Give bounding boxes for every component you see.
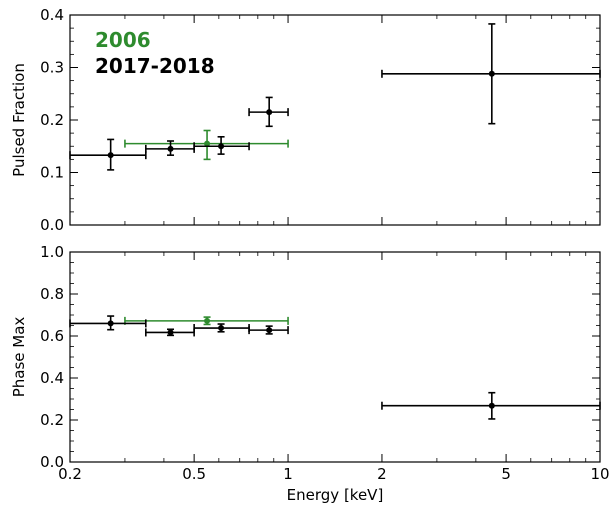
data-point bbox=[204, 317, 211, 324]
y-tick-label: 0.0 bbox=[40, 216, 64, 234]
data-point bbox=[218, 143, 225, 150]
phase-max-frame bbox=[69, 251, 601, 463]
pulsed-fraction-y-axis-label: Pulsed Fraction bbox=[10, 63, 28, 177]
series-2017-2018 bbox=[69, 315, 601, 420]
x-tick-label: 0.5 bbox=[182, 465, 206, 483]
x-axis-label: Energy [keV] bbox=[287, 486, 384, 504]
phase-max-y-axis-label: Phase Max bbox=[10, 317, 28, 398]
data-point bbox=[266, 327, 273, 334]
data-point bbox=[167, 145, 174, 152]
x-tick-label: 10 bbox=[590, 465, 609, 483]
data-point bbox=[167, 329, 174, 336]
data-point bbox=[107, 152, 114, 159]
y-tick-label: 0.0 bbox=[40, 453, 64, 471]
data-point bbox=[488, 402, 495, 409]
x-tick-label: 2 bbox=[377, 465, 387, 483]
x-tick-label: 1 bbox=[283, 465, 293, 483]
legend-entry: 2017-2018 bbox=[95, 54, 215, 78]
series-2006 bbox=[124, 316, 289, 326]
y-tick-label: 0.4 bbox=[40, 6, 64, 24]
y-tick-label: 0.1 bbox=[40, 164, 64, 182]
pulsed-fraction-panel: 0.0 0.1 0.2 0.3 0.4 Pulsed Fraction 20062017-2… bbox=[10, 6, 601, 234]
data-point bbox=[218, 325, 225, 332]
series-2006 bbox=[124, 129, 289, 161]
y-tick-label: 0.2 bbox=[40, 411, 64, 429]
y-tick-label: 0.2 bbox=[40, 111, 64, 129]
series-2017-2018 bbox=[69, 23, 601, 171]
y-tick-label: 0.4 bbox=[40, 369, 64, 387]
data-point bbox=[204, 140, 211, 147]
data-point bbox=[107, 320, 114, 327]
legend-entry: 2006 bbox=[95, 28, 151, 52]
data-point bbox=[266, 109, 273, 116]
y-tick-label: 1.0 bbox=[40, 243, 64, 261]
y-tick-label: 0.6 bbox=[40, 327, 64, 345]
x-tick-label: 0.2 bbox=[58, 465, 82, 483]
data-point bbox=[488, 70, 495, 77]
y-tick-label: 0.8 bbox=[40, 285, 64, 303]
x-tick-label: 5 bbox=[501, 465, 511, 483]
y-tick-label: 0.3 bbox=[40, 59, 64, 77]
